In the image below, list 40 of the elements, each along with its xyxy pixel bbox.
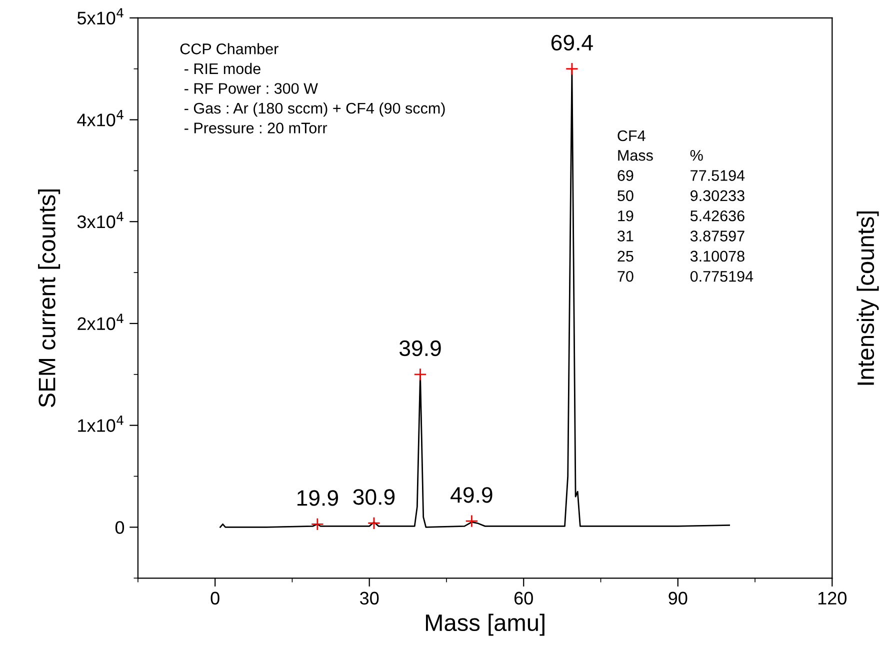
point: [367, 516, 380, 530]
annotation: 69: [618, 170, 634, 181]
annotation: 19.9: [297, 490, 338, 506]
y-axis-title: SEM current [counts]: [38, 189, 60, 408]
annotation: CF4: [618, 130, 646, 142]
annotation: 39.9: [399, 340, 441, 356]
annotation: 3.87597: [690, 230, 744, 242]
point: [565, 62, 578, 76]
y-tick-label: 2x10$^{4}$: [78, 314, 124, 330]
annotation: 9.30233: [690, 190, 744, 202]
point: [465, 514, 478, 528]
annotation: CCP Chamber - RIE mode - RF Power : 300 W - Gas : Ar (180 sccm) + CF4 (90 sccm) - Pressure : 20 mTorr: [180, 43, 445, 134]
annotation: 25: [618, 250, 634, 262]
point: [414, 368, 427, 381]
y-tick-label: 3x10$^{4}$: [77, 212, 124, 228]
y-tick-label: 4x10$^{4}$: [77, 110, 124, 126]
y-tick-label: 0: [115, 521, 124, 534]
point: [310, 518, 324, 531]
x-axis-title: Mass [amu]: [426, 614, 544, 636]
annotation: 5.42636: [690, 210, 744, 222]
annotation: 70: [618, 270, 634, 282]
annotation: %: [690, 150, 703, 161]
annotation: 69.4: [551, 34, 593, 51]
annotation: 50: [618, 190, 634, 202]
annotation: 19: [618, 210, 634, 222]
annotation: 0.775194: [690, 270, 754, 282]
x-tick-label: 30: [360, 592, 379, 605]
annotation: 77.5194: [690, 170, 745, 181]
x-tick-label: 90: [668, 592, 688, 605]
annotation: 30.9: [353, 489, 395, 505]
annotation: Mass: [618, 150, 653, 161]
x-tick-label: 0: [210, 592, 220, 605]
y-tick-label: 5x10$^{4}$: [77, 8, 124, 24]
annotation: 3.10078: [690, 250, 744, 262]
x-tick-label: 120: [818, 592, 847, 605]
y2-axis-title: Intensity [counts]: [856, 211, 879, 385]
y-tick-label: 1x10$^{4}$: [78, 416, 124, 432]
annotation: 31: [618, 230, 634, 242]
annotation: 49.9: [450, 487, 492, 503]
x-tick-label: 60: [514, 592, 533, 605]
